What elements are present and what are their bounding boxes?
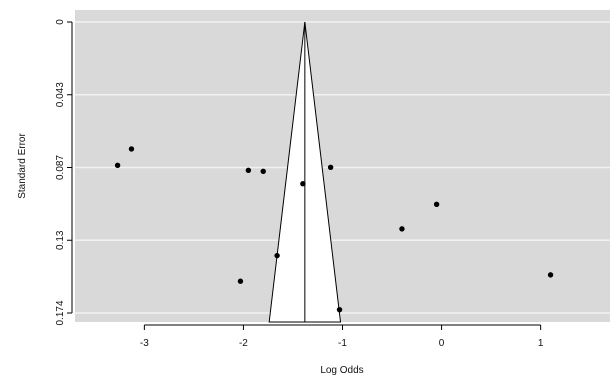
y-tick-label: 0.13 xyxy=(55,230,66,250)
x-tick-label: 0 xyxy=(439,338,445,349)
x-tick-label: 1 xyxy=(538,338,544,349)
x-tick-label: -2 xyxy=(239,338,248,349)
x-axis: -3 -2 -1 0 1 xyxy=(140,324,544,349)
y-axis: 0 0.043 0.087 0.13 0.174 xyxy=(55,19,73,326)
data-point-12 xyxy=(547,272,554,278)
data-point-7 xyxy=(433,201,440,207)
data-point-5 xyxy=(300,181,306,187)
x-tick-label: -3 xyxy=(140,338,149,349)
y-tick-label: 0.087 xyxy=(55,155,66,180)
data-point-1 xyxy=(114,162,121,169)
data-point-9 xyxy=(274,252,280,259)
grid-lines xyxy=(75,21,610,314)
y-tick-label: 0 xyxy=(55,19,66,25)
data-point-6 xyxy=(327,164,334,171)
x-tick-label: -1 xyxy=(338,338,347,349)
y-tick-label: 0.043 xyxy=(55,82,66,107)
plot-background xyxy=(75,10,610,322)
data-point-4 xyxy=(260,168,266,175)
y-axis-title: Standard Error xyxy=(17,133,28,199)
y-tick-label: 0.174 xyxy=(55,300,66,325)
x-axis-title: Log Odds xyxy=(320,365,363,376)
data-points xyxy=(114,146,554,313)
data-point-10 xyxy=(237,278,244,284)
data-point-3 xyxy=(245,167,252,174)
data-point-11 xyxy=(336,306,343,313)
data-point-2 xyxy=(128,146,135,152)
data-point-8 xyxy=(399,226,405,232)
